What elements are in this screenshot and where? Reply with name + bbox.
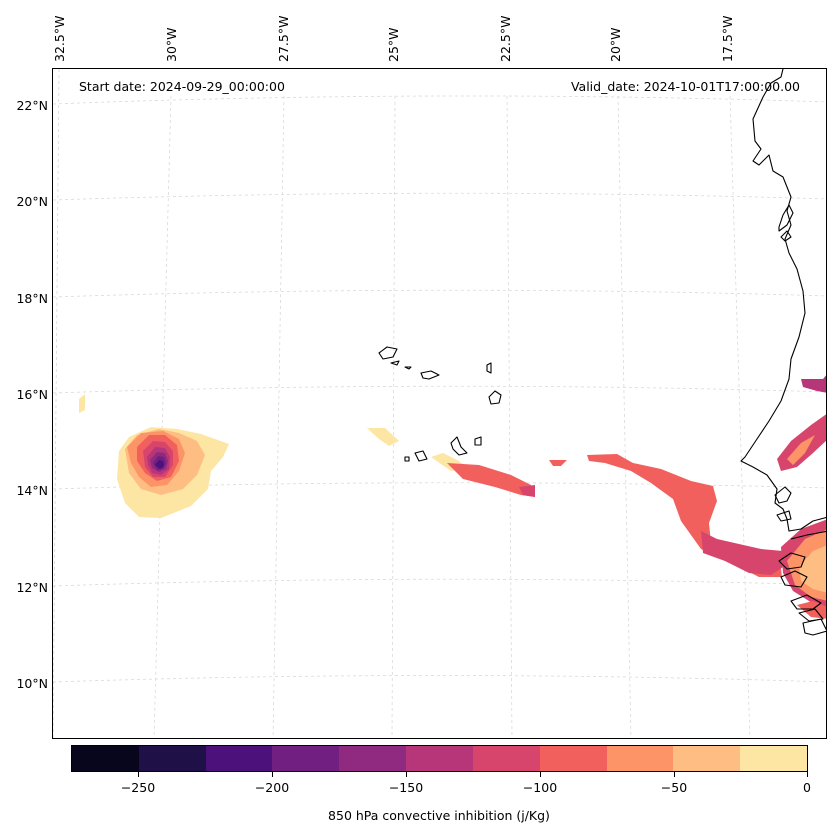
parallel-gridline [53,675,826,683]
start-date-text: Start date: 2024-09-29_00:00:00 [79,79,285,94]
meridian-gridline [153,95,172,738]
island [420,370,440,380]
cin-area [799,545,826,593]
lat-label: 22°N [16,98,48,113]
cin-area [79,394,85,413]
africa-coastline [740,69,826,532]
island [802,618,826,636]
map-canvas [53,69,826,738]
lat-label: 10°N [16,676,48,691]
colorbar-tick [406,772,407,777]
island [780,570,808,588]
lat-label: 14°N [16,483,48,498]
colorbar-tick-label: −100 [522,780,558,795]
colorbar-segment [138,746,206,771]
island [414,450,428,462]
colorbar-tick [674,772,675,777]
colorbar [71,745,808,772]
lon-label: 27.5°W [276,15,291,62]
cin-area [587,454,782,577]
colorbar-tick [540,772,541,777]
cin-area [787,435,815,465]
island [790,594,822,610]
colorbar-tick-label: −250 [120,780,156,795]
island [486,362,492,374]
colorbar-tick-label: −150 [388,780,424,795]
colorbar-tick-label: −50 [660,780,688,795]
island [776,510,792,522]
island [790,530,826,540]
parallel-gridline [53,289,826,298]
colorbar-segment [673,746,741,771]
island [798,608,824,622]
cin-area [367,428,399,446]
cin-area [155,460,164,469]
lon-label: 30°W [164,27,179,62]
lon-label: 17.5°W [720,15,735,62]
meridian-gridline [53,69,60,738]
meridian-gridline [272,95,285,738]
island [450,436,468,456]
island [778,204,794,232]
cin-area [701,531,783,575]
lat-label: 20°N [16,194,48,209]
lat-label: 12°N [16,580,48,595]
cin-fields [79,375,826,619]
island [778,552,806,570]
island [780,230,792,242]
island [774,486,792,504]
colorbar-segment [272,746,340,771]
cin-area [801,375,826,393]
colorbar-segment [606,746,674,771]
lon-label: 22.5°W [498,15,513,62]
lat-label: 16°N [16,387,48,402]
lat-label: 18°N [16,291,48,306]
island [474,436,482,446]
colorbar-segment [72,746,139,771]
colorbar-tick [138,772,139,777]
coastlines [378,69,826,636]
parallel-gridline [53,192,826,201]
island [390,360,400,366]
colorbar-segment [205,746,273,771]
lon-label: 25°W [386,27,401,62]
meridian-gridline [391,95,396,738]
colorbar-segment [740,746,807,771]
island [378,346,398,360]
colorbar-segment [339,746,407,771]
lon-label: 32.5°W [52,15,67,62]
cin-area [777,414,826,471]
meridian-gridline [506,95,513,738]
colorbar-tick [807,772,808,777]
island [404,456,410,462]
colorbar-tick-label: 0 [803,780,811,795]
island [488,390,502,405]
colorbar-title: 850 hPa convective inhibition (j/Kg) [328,808,550,823]
colorbar-segment [472,746,540,771]
colorbar-tick [272,772,273,777]
colorbar-tick-label: −200 [254,780,290,795]
meridian-gridline [617,95,632,738]
colorbar-segment [539,746,607,771]
parallel-gridline [53,385,826,394]
valid-date-text: Valid_date: 2024-10-01T17:00:00.00 [570,79,800,94]
cin-area [549,460,567,466]
island [404,366,412,370]
meridian-gridline [729,95,751,738]
cin-area [519,485,535,497]
gridlines [53,69,826,738]
parallel-gridline [53,95,826,105]
map-panel [52,68,827,739]
lon-label: 20°W [608,27,623,62]
colorbar-segment [406,746,473,771]
parallel-gridline [53,578,826,587]
cin-area [447,463,535,497]
